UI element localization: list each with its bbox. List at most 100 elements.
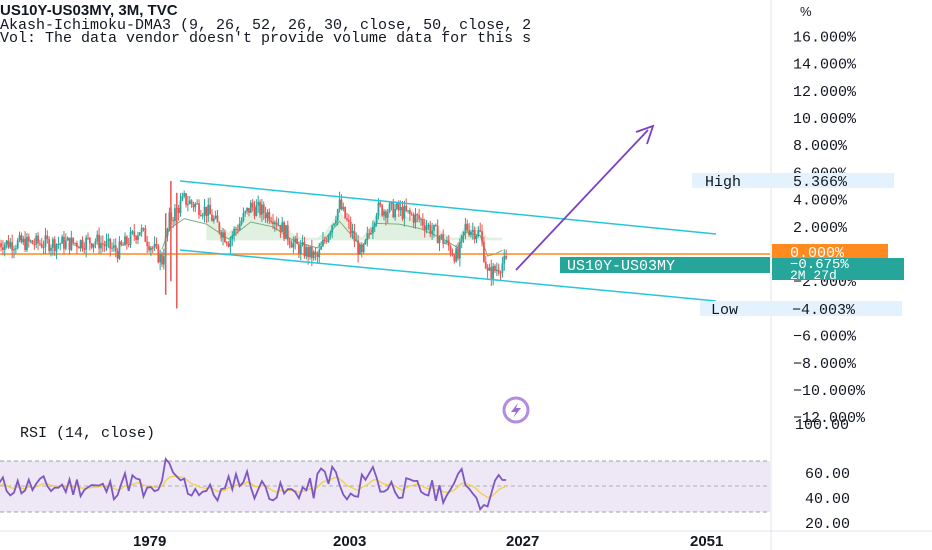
candle-body — [407, 210, 409, 212]
candle-body — [466, 223, 469, 231]
candle-body — [48, 239, 51, 251]
candle-body — [325, 240, 328, 242]
price-tick: 12.000% — [793, 84, 857, 101]
candle-body — [251, 202, 254, 208]
candle-body — [63, 236, 65, 249]
candle-body — [233, 229, 236, 236]
candle-body — [346, 218, 348, 221]
trend-channel[interactable] — [179, 180, 717, 302]
candle-body — [162, 256, 165, 265]
price-axis[interactable]: 16.000%14.000%12.000%10.000%8.000%6.000%… — [793, 29, 866, 427]
candle-body — [87, 237, 89, 239]
candle-body — [216, 215, 219, 223]
candle-body — [116, 251, 119, 259]
candle-body — [257, 201, 260, 206]
candle-body — [57, 243, 60, 245]
candle-body — [314, 251, 317, 254]
symbol-badge[interactable] — [560, 257, 770, 273]
candle-body — [74, 243, 76, 245]
time-axis[interactable]: 1979 2003 2027 2051 — [133, 533, 723, 550]
rsi-ma-line — [0, 475, 507, 499]
candle-body — [177, 208, 180, 214]
candle-body — [153, 244, 156, 248]
candle-body — [37, 235, 39, 244]
projection-arrow[interactable] — [515, 124, 655, 271]
candle-body — [100, 243, 102, 249]
candle-body — [18, 235, 21, 241]
candle-body — [244, 211, 247, 214]
candle-body — [20, 235, 23, 243]
candle-body — [436, 225, 439, 244]
candle-body — [312, 251, 315, 259]
candle-body — [187, 203, 189, 205]
volume-legend[interactable]: Vol: The data vendor doesn't provide vol… — [0, 30, 532, 47]
candle-body — [464, 223, 467, 232]
candle-body — [490, 267, 493, 279]
candle-body — [113, 245, 115, 248]
channel-upper-line[interactable] — [179, 180, 717, 235]
candle-body — [381, 205, 384, 216]
candle-body — [174, 208, 176, 222]
symbol-title[interactable]: US10Y-US03MY, 3M, TVC — [0, 2, 178, 19]
candle-body — [94, 241, 97, 244]
candle-body — [347, 220, 350, 222]
scale-unit-label[interactable]: % — [800, 4, 812, 19]
candle-body — [159, 254, 162, 263]
candle-body — [440, 234, 443, 238]
candle-body — [261, 204, 263, 215]
candle-body — [120, 241, 123, 245]
candle-body — [109, 238, 112, 249]
candle-body — [207, 204, 210, 216]
candle-body — [83, 248, 86, 250]
candle-body — [246, 207, 248, 212]
candle-body — [349, 221, 352, 234]
candle-body — [309, 246, 311, 258]
arrow-head-icon — [635, 124, 655, 145]
candle-body — [292, 242, 295, 248]
candle-body — [388, 203, 391, 213]
rsi-tick-60: 60.00 — [805, 466, 850, 483]
candle-body — [229, 238, 232, 247]
indicator-legend[interactable]: Akash-Ichimoku-DMA3 (9, 26, 52, 26, 30, … — [0, 17, 532, 34]
candle-body — [39, 243, 41, 245]
candle-body — [372, 226, 374, 234]
candle-body — [242, 213, 245, 221]
candle-body — [26, 236, 28, 250]
candle-body — [76, 243, 78, 248]
candle-body — [451, 253, 454, 256]
price-tick: 16.000% — [793, 29, 857, 46]
candle-body — [310, 246, 313, 259]
candle-body — [236, 229, 239, 231]
candle-body — [194, 203, 197, 208]
candle-body — [90, 243, 93, 248]
candle-body — [61, 236, 63, 244]
candle-body — [124, 236, 126, 246]
candle-body — [122, 244, 125, 246]
candle-body — [497, 269, 500, 273]
candle-body — [253, 207, 256, 216]
candle-body — [355, 240, 358, 242]
candle-body — [301, 242, 304, 245]
candle-body — [101, 243, 104, 245]
candle-body — [133, 231, 136, 237]
candle-body — [471, 229, 474, 232]
candle-body — [273, 222, 276, 225]
candle-body — [9, 242, 12, 248]
channel-lower-line[interactable] — [179, 249, 717, 302]
candle-body — [338, 199, 341, 210]
candle-body — [70, 237, 73, 250]
candle-body — [323, 240, 326, 242]
candle-body — [412, 214, 415, 223]
candle-body — [35, 235, 38, 245]
candle-body — [344, 206, 347, 219]
price-tick: −12.000% — [793, 410, 866, 427]
candle-body — [384, 211, 387, 218]
candle-body — [22, 238, 25, 243]
candle-body — [353, 231, 356, 242]
candle-body — [386, 212, 389, 218]
current-value: −0.675% — [790, 257, 849, 273]
candle-body — [68, 237, 71, 250]
candle-body — [290, 244, 293, 248]
zero-badge — [772, 244, 888, 260]
